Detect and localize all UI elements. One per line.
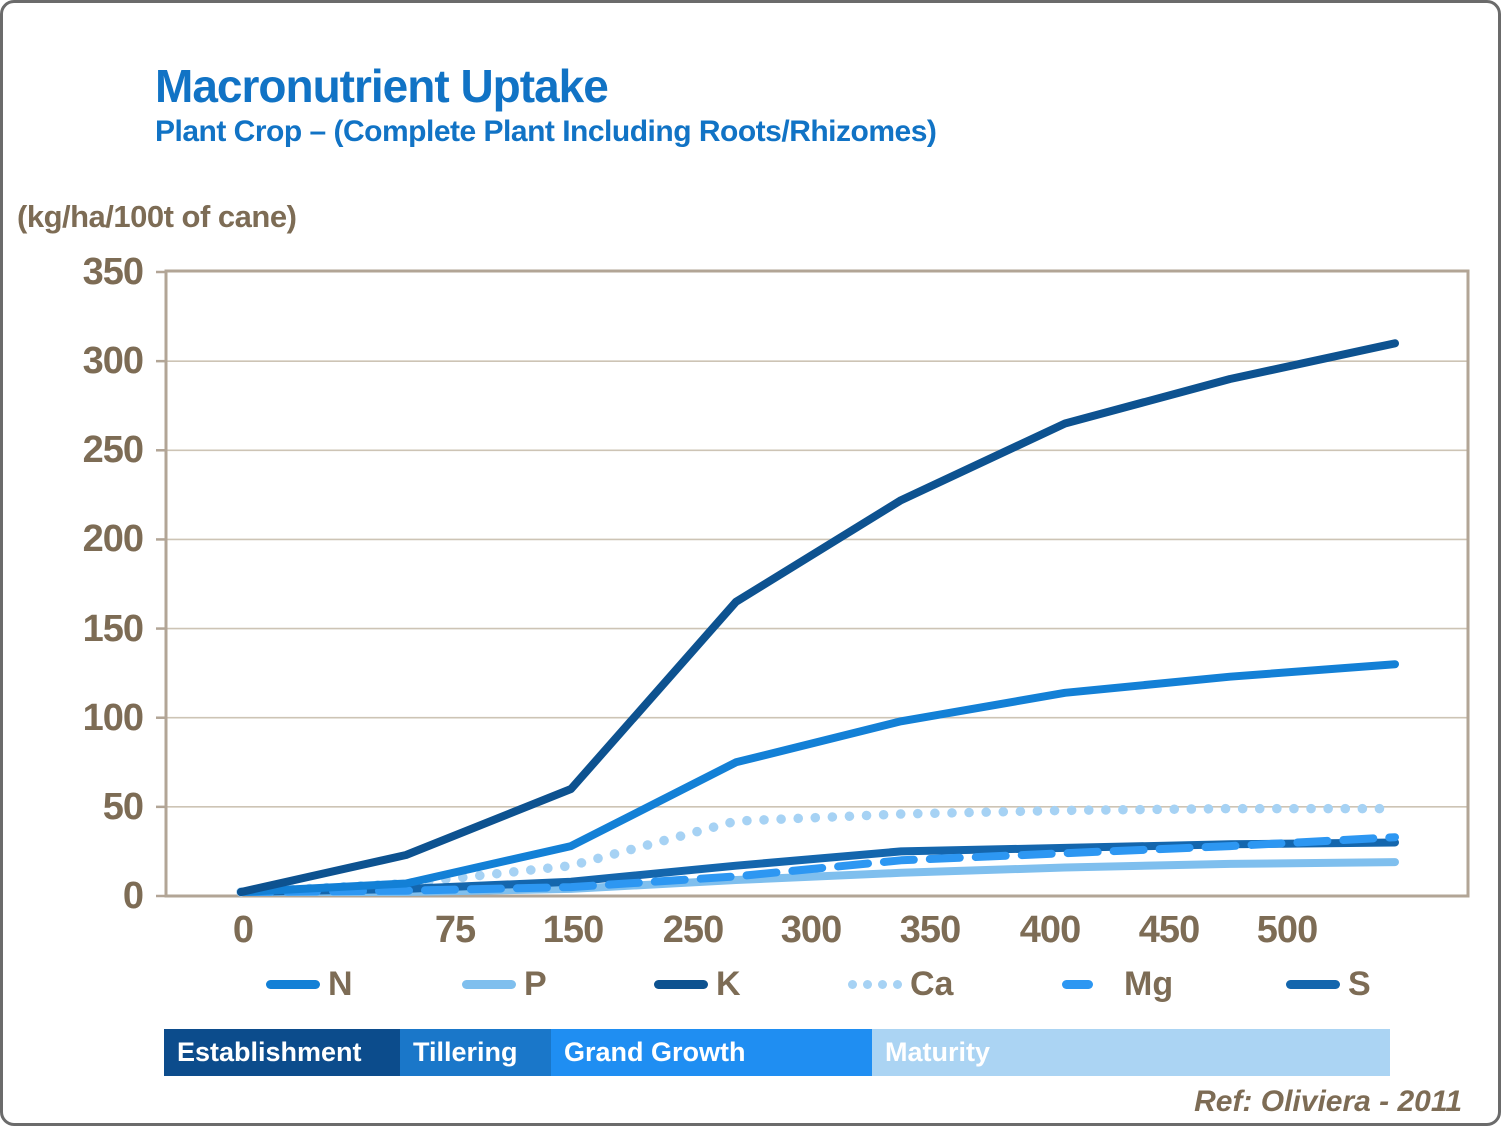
page-title: Macronutrient Uptake [155,60,609,112]
legend-item-S: S [1286,961,1371,1007]
y-tick-label-300: 300 [82,340,144,383]
y-axis-units-label: (kg/ha/100t of cane) [17,199,297,234]
x-tick-label-400: 400 [1019,909,1081,951]
legend-item-Ca: Ca [848,961,953,1007]
legend-label-K: K [716,964,741,1003]
legend-swatch-N-icon [266,979,320,989]
y-tick-label-150: 150 [82,607,144,650]
x-tick-label-450: 450 [1138,909,1200,951]
legend-swatch-S-icon [1286,979,1340,989]
phase-segment-grand-growth: Grand Growth [551,1029,872,1076]
legend-item-Mg: Mg [1062,961,1173,1007]
reference-citation: Ref: Oliviera - 2011 [1194,1085,1462,1118]
x-tick-label-300: 300 [780,909,842,951]
phase-segment-tillering: Tillering [400,1029,551,1076]
legend-swatch-Mg-icon [1062,979,1116,989]
legend-swatch-P-icon [462,979,516,989]
legend-label-P: P [524,964,547,1003]
phase-segment-maturity: Maturity [872,1029,1390,1076]
x-tick-label-250: 250 [662,909,724,951]
legend-label-Mg: Mg [1124,964,1174,1003]
x-tick-label-75: 75 [434,909,476,951]
legend-label-Ca: Ca [910,964,954,1003]
y-tick-label-50: 50 [102,785,144,828]
legend-item-N: N [266,961,353,1007]
legend-label-S: S [1348,964,1371,1003]
x-tick-label-350: 350 [899,909,961,951]
series-line-K [237,339,1399,896]
y-tick-label-0: 0 [122,875,144,917]
legend-item-P: P [462,961,547,1007]
x-tick-label-500: 500 [1256,909,1318,951]
x-tick-label-0: 0 [232,909,254,951]
series-line-Mg [237,833,1399,896]
series-line-N [237,660,1399,896]
macronutrient-uptake-line-chart [156,269,1470,898]
x-tick-label-150: 150 [542,909,604,951]
growth-phase-bar: Establishment Tillering Grand Growth Maturi… [164,1029,1390,1076]
y-tick-label-250: 250 [82,429,144,472]
y-tick-label-200: 200 [82,518,144,561]
y-tick-label-100: 100 [82,696,144,739]
legend-swatch-K-icon [654,979,708,989]
page-subtitle: Plant Crop – (Complete Plant Including R… [155,115,937,148]
plot-frame [164,269,1470,898]
legend-swatch-Ca-icon [848,979,902,989]
legend-item-K: K [654,961,741,1007]
y-tick-label-350: 350 [82,251,144,293]
legend-label-N: N [328,964,353,1003]
phase-segment-establishment: Establishment [164,1029,400,1076]
